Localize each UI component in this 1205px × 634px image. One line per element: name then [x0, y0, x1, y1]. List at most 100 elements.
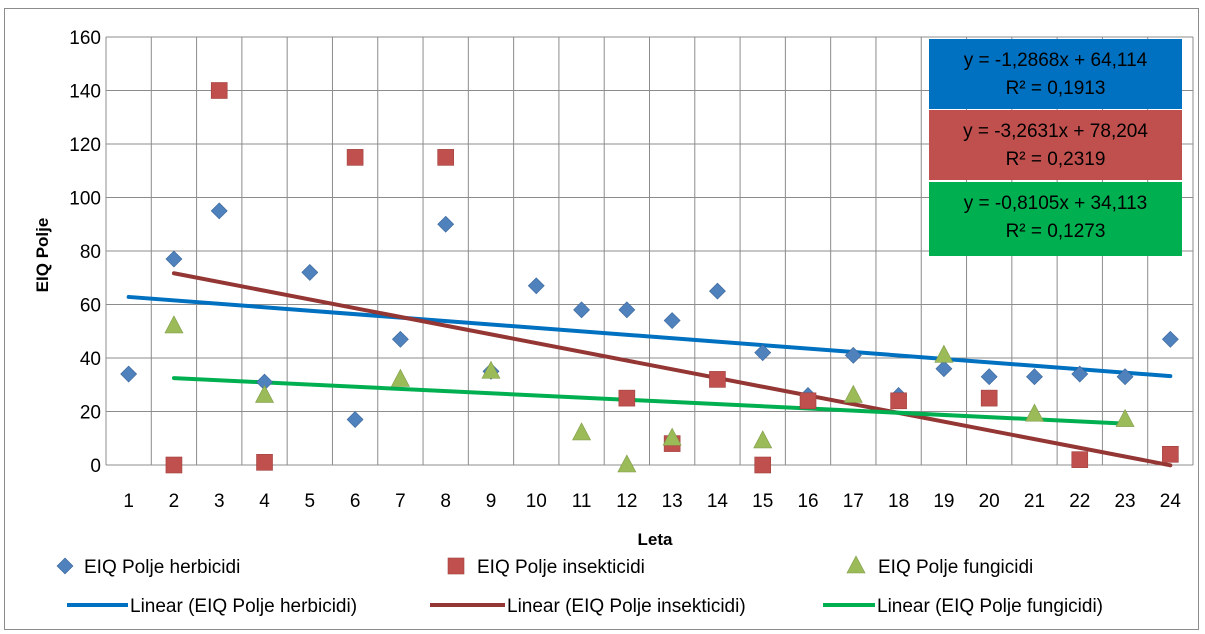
data-point [1115, 408, 1135, 427]
data-point [663, 312, 681, 329]
data-point [980, 368, 998, 386]
legend: EIQ Polje herbicidi EIQ Polje insekticidi… [56, 555, 1103, 617]
data-point [527, 277, 545, 295]
data-point [890, 392, 907, 410]
data-point [1162, 445, 1179, 463]
trendline [126, 294, 1173, 379]
trendline-r2: R² = 0,1913 [1006, 78, 1106, 99]
data-point [1071, 451, 1089, 468]
y-tick-label: 120 [69, 135, 101, 156]
data-point [843, 384, 863, 403]
legend-label: EIQ Polje insekticidi [477, 557, 645, 578]
y-tick-label: 0 [90, 456, 101, 477]
equation-box [929, 182, 1182, 256]
data-point [980, 389, 998, 407]
legend-label: EIQ Polje fungicidi [878, 557, 1033, 578]
data-point [844, 346, 862, 364]
data-point [391, 330, 409, 348]
x-tick-label: 20 [979, 491, 1000, 512]
x-axis-title: Leta [638, 530, 674, 549]
x-tick-label: 15 [752, 491, 773, 512]
x-tick-label: 8 [440, 491, 451, 512]
data-point [346, 411, 364, 428]
data-point [617, 454, 637, 473]
data-point [573, 301, 590, 319]
trendlines [126, 271, 1173, 468]
data-point [799, 392, 817, 410]
legend-marker [846, 555, 866, 574]
data-point [255, 384, 275, 403]
data-point [754, 344, 772, 362]
data-point [754, 456, 772, 474]
x-tick-label: 3 [214, 491, 225, 512]
x-tick-label: 24 [1160, 491, 1182, 512]
legend-label: Linear (EIQ Polje insekticidi) [507, 596, 746, 617]
data-point [437, 215, 455, 233]
x-tick-label: 17 [843, 491, 864, 512]
data-point [662, 427, 682, 446]
legend-marker [56, 557, 74, 575]
x-axis-ticks: 1 2 3 4 5 6 7 8 9 10 11 12 13 14 15 16 17 18 19 20 21 22 23 24 [123, 491, 1181, 512]
x-tick-label: 16 [797, 491, 818, 512]
data-point [390, 368, 410, 387]
data-point [256, 454, 273, 471]
trendline-equations: y = -1,2868x + 64,114 R² = 0,1913 y = -3,2… [929, 39, 1182, 256]
data-point [437, 149, 454, 166]
x-tick-label: 6 [350, 491, 361, 512]
y-tick-label: 60 [80, 296, 101, 317]
x-tick-label: 4 [259, 491, 270, 512]
data-point [210, 82, 228, 99]
data-point [935, 360, 953, 378]
data-point [1026, 368, 1043, 386]
y-axis-ticks: 0 20 40 60 80 100 120 140 160 [69, 28, 101, 477]
trendline-equation: y = -1,2868x + 64,114 [964, 50, 1148, 71]
x-tick-label: 19 [933, 491, 954, 512]
trendline [171, 376, 1128, 426]
data-point [1116, 368, 1134, 386]
trendline-equation: y = -3,2631x + 78,204 [963, 121, 1148, 142]
x-tick-label: 23 [1114, 491, 1135, 512]
y-tick-label: 140 [69, 82, 101, 103]
data-point [934, 344, 954, 363]
y-tick-label: 40 [80, 349, 101, 370]
x-tick-label: 22 [1069, 491, 1090, 512]
data-point [301, 263, 319, 281]
data-point [618, 301, 636, 319]
data-point [165, 456, 183, 474]
data-point [210, 202, 228, 220]
y-tick-label: 100 [69, 189, 101, 210]
y-axis-title: EIQ Polje [33, 218, 52, 293]
data-point [753, 430, 773, 449]
data-point [1024, 403, 1044, 422]
data-point [1161, 330, 1179, 348]
y-tick-label: 20 [80, 403, 101, 424]
x-tick-label: 11 [572, 491, 592, 512]
trendline [171, 271, 1173, 468]
x-tick-label: 21 [1024, 491, 1045, 512]
data-point [481, 360, 501, 379]
trendline-r2: R² = 0,1273 [1006, 221, 1106, 242]
legend-label: Linear (EIQ Polje herbicidi) [130, 596, 357, 617]
x-tick-label: 12 [616, 491, 637, 512]
data-point [1071, 365, 1089, 383]
data-point [164, 315, 184, 334]
y-tick-label: 80 [80, 242, 101, 263]
data-point [618, 389, 636, 407]
x-tick-label: 7 [395, 491, 406, 512]
trendline-equation: y = -0,8105x + 34,113 [964, 193, 1147, 214]
x-tick-label: 2 [169, 491, 180, 512]
data-point [120, 365, 138, 383]
legend-label: Linear (EIQ Polje fungicidi) [877, 596, 1103, 617]
equation-box [929, 39, 1182, 109]
x-tick-label: 1 [123, 491, 134, 512]
data-point [572, 422, 592, 441]
trendline-r2: R² = 0,2319 [1006, 149, 1106, 170]
legend-label: EIQ Polje herbicidi [84, 557, 240, 578]
data-point [165, 250, 183, 268]
x-tick-label: 18 [888, 491, 909, 512]
data-point [709, 371, 726, 388]
data-point [709, 282, 726, 300]
data-points [120, 82, 1179, 474]
data-point [346, 149, 364, 166]
